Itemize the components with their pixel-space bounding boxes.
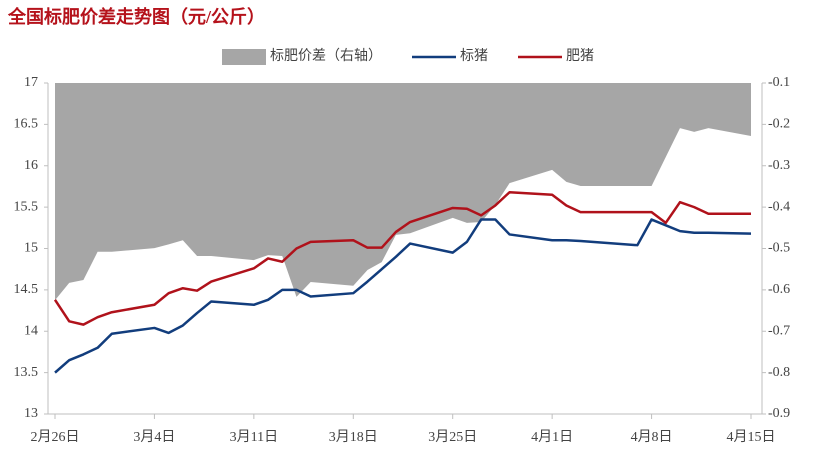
y2-tick-label: -0.8 — [768, 365, 790, 380]
y2-tick-label: -0.5 — [768, 241, 790, 256]
y-tick-label: 16 — [24, 158, 38, 173]
y-tick-label: 15.5 — [14, 199, 39, 214]
x-tick-label: 2月26日 — [31, 429, 80, 445]
x-tick-label: 3月4日 — [133, 429, 175, 445]
y-tick-label: 14 — [24, 323, 38, 338]
y-tick-label: 17 — [24, 75, 38, 90]
x-tick-label: 4月15日 — [727, 429, 776, 445]
x-tick-label: 3月25日 — [428, 429, 477, 445]
y-tick-label: 13.5 — [14, 365, 39, 380]
line — [53, 190, 751, 326]
line — [54, 218, 752, 374]
area — [55, 83, 751, 301]
x-tick-label: 4月8日 — [631, 429, 673, 445]
legend-label: 标猪 — [460, 48, 488, 64]
legend-label: 肥猪 — [566, 48, 594, 64]
legend-swatch — [222, 49, 266, 65]
y-tick-label: 15 — [24, 241, 38, 256]
y2-tick-label: -0.3 — [768, 158, 790, 173]
x-tick-label: 3月18日 — [329, 429, 378, 445]
chart-title: 全国标肥价差走势图（元/公斤） — [7, 6, 265, 27]
legend-label: 标肥价差（右轴） — [270, 48, 382, 64]
y2-tick-label: -0.4 — [768, 199, 790, 214]
y-tick-label: 13 — [24, 406, 38, 421]
y2-tick-label: -0.1 — [768, 75, 790, 90]
y2-tick-label: -0.6 — [768, 282, 790, 297]
x-tick-label: 4月1日 — [531, 429, 573, 445]
x-tick-label: 3月11日 — [230, 429, 278, 445]
y-tick-label: 14.5 — [14, 282, 39, 297]
y2-tick-label: -0.7 — [768, 323, 790, 338]
y-tick-label: 16.5 — [14, 117, 39, 132]
y2-tick-label: -0.2 — [768, 117, 790, 132]
y2-tick-label: -0.9 — [768, 406, 790, 421]
